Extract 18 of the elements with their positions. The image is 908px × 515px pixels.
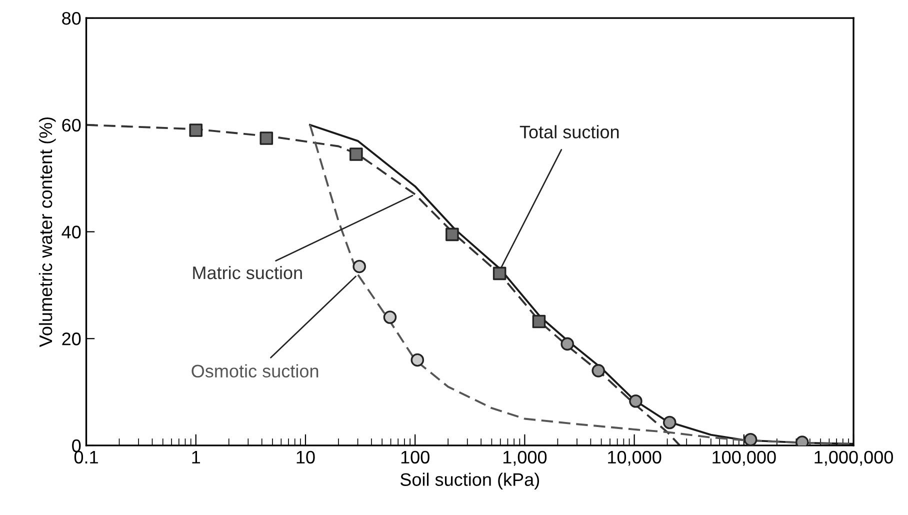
- x-tick-label: 10: [296, 450, 315, 464]
- y-axis-title: Volumetric water content (%): [38, 117, 56, 348]
- y-tick-label: 60: [62, 118, 81, 132]
- x-tick-label: 1,000: [503, 450, 547, 466]
- y-tick-label: 0: [72, 439, 81, 452]
- text: Matric suction: [193, 266, 302, 280]
- x-tick-label: 100: [401, 450, 430, 464]
- x-tick-label: 1: [192, 451, 200, 464]
- y-tick-label: 40: [62, 226, 81, 238]
- y-tick-label: 20: [62, 332, 81, 346]
- x-tick-label: 100,000: [712, 450, 776, 466]
- x-axis-title: Soil suction (kPa): [400, 472, 540, 490]
- x-tick-label: 0.1: [74, 450, 98, 464]
- y-tick-label: 80: [62, 12, 81, 25]
- text: Total suction: [520, 125, 619, 138]
- text: Osmotic suction: [192, 364, 318, 378]
- x-tick-label: 10,000: [608, 450, 662, 466]
- x-tick-label: 1,000,000: [814, 450, 893, 466]
